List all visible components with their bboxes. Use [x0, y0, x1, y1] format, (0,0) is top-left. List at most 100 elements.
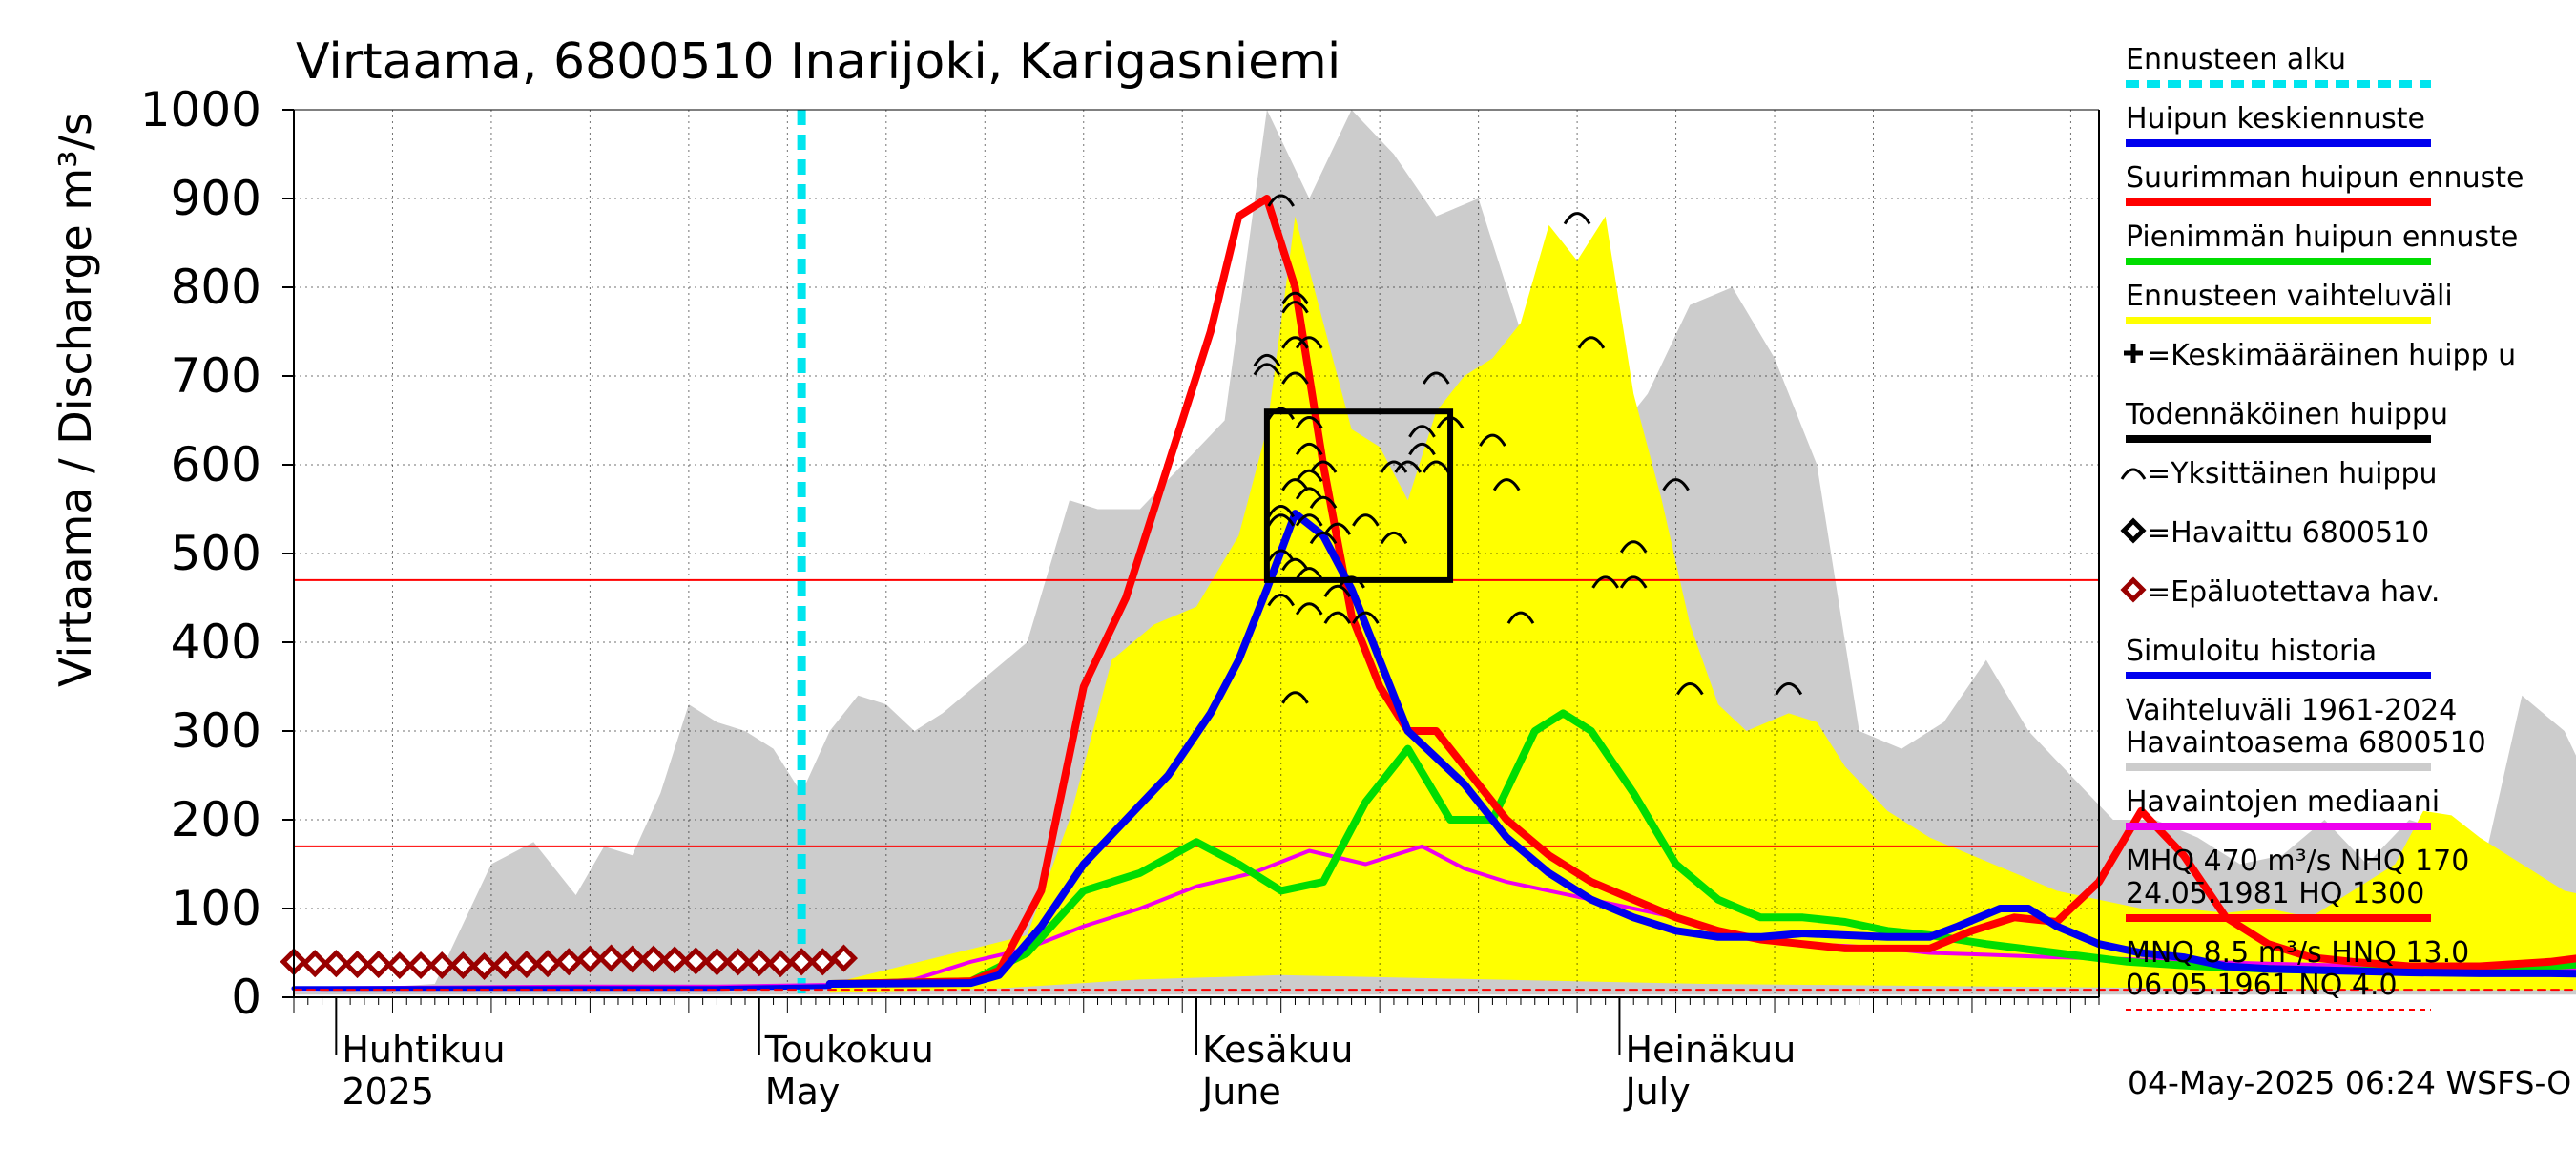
individual-peak-marker: [1676, 682, 1704, 696]
legend-label: MHQ 470 m³/s NHQ 170: [2126, 845, 2469, 878]
legend-label: =Keskimääräinen huipp u: [2147, 339, 2516, 372]
individual-peak-marker: [1281, 691, 1309, 704]
individual-peak-marker: [1323, 611, 1352, 624]
chart-title: Virtaama, 6800510 Inarijoki, Karigasniem…: [296, 33, 1340, 91]
x-month-label-en: 2025: [342, 1071, 434, 1113]
individual-peak-marker: [1281, 557, 1309, 572]
x-month-label-fi: Heinäkuu: [1625, 1029, 1796, 1071]
individual-peak-marker: [1436, 416, 1465, 429]
individual-peak-marker: [1479, 433, 1506, 447]
individual-peak-marker: [1267, 513, 1295, 527]
series-suurimman-huipun-ennuste: [825, 195, 2576, 988]
individual-peak-marker: [1619, 575, 1648, 589]
individual-peak-marker: [1408, 425, 1436, 438]
individual-peak-marker: [1563, 212, 1591, 225]
unreliable-observation-marker: [702, 948, 731, 976]
individual-peak-marker: [1422, 460, 1450, 473]
legend-item: Todennäköinen huippu: [2125, 398, 2448, 443]
legend-item: =Yksittäinen huippu: [2120, 457, 2438, 491]
legend-label: =Epäluotettava hav.: [2147, 575, 2440, 609]
unreliable-observation-marker: [491, 951, 520, 980]
legend-item: MNQ 8.5 m³/s HNQ 13.006.05.1961 NQ 4.0: [2126, 936, 2469, 1011]
individual-peak-marker: [1295, 442, 1323, 456]
individual-peak-marker: [1775, 682, 1803, 696]
y-tick-label: 0: [231, 970, 261, 1025]
x-month-label-fi: Huhtikuu: [342, 1029, 505, 1071]
y-tick-label: 400: [171, 615, 261, 670]
x-month-label-en: June: [1200, 1071, 1281, 1113]
y-tick-label: 800: [171, 260, 261, 315]
legend-item: Havaintojen mediaani: [2126, 785, 2440, 830]
legend-label: Suurimman huipun ennuste: [2126, 161, 2524, 195]
series-pienimm-n-huipun-ennuste: [825, 709, 2576, 988]
individual-peak-marker: [1309, 531, 1338, 545]
individual-peak-marker: [1281, 371, 1309, 385]
unreliable-observation-marker: [448, 951, 477, 980]
y-tick-label: 600: [171, 437, 261, 492]
unreliable-observation-marker: [829, 944, 859, 972]
individual-peak-marker: [1281, 478, 1309, 491]
unreliable-observation-marker: [554, 948, 583, 976]
unreliable-observation-marker: [470, 951, 499, 980]
y-tick-label: 100: [171, 881, 261, 936]
unreliable-observation-marker: [787, 948, 816, 976]
individual-peak-marker: [1267, 407, 1295, 420]
unreliable-observation-marker: [427, 951, 456, 980]
x-month-label-en: July: [1623, 1071, 1690, 1113]
individual-peak-marker: [1309, 495, 1338, 509]
individual-peak-marker: [1295, 487, 1323, 500]
unreliable-observation-marker: [597, 944, 626, 972]
individual-peak-marker: [1492, 478, 1521, 491]
legend-diamond-icon: [2120, 517, 2147, 544]
unreliable-observation-marker: [618, 945, 647, 973]
x-month-label-fi: Kesäkuu: [1202, 1029, 1354, 1071]
individual-peak-marker: [1281, 291, 1309, 305]
legend-item: Suurimman huipun ennuste: [2126, 161, 2524, 206]
individual-peak-marker: [1394, 460, 1423, 473]
legend-plus-icon: [2124, 344, 2143, 363]
legend-diamond-icon: [2120, 576, 2147, 603]
unreliable-observation-marker: [808, 948, 837, 976]
individual-peak-marker: [1309, 460, 1338, 473]
y-tick-label: 700: [171, 348, 261, 404]
unreliable-observation-marker: [512, 951, 541, 979]
y-tick-label: 900: [171, 171, 261, 226]
legend-label: Huipun keskiennuste: [2126, 102, 2425, 136]
individual-peak-marker: [1352, 513, 1380, 527]
individual-peak-marker: [1591, 575, 1619, 589]
legend-label: Simuloitu historia: [2126, 635, 2377, 668]
y-tick-label: 500: [171, 526, 261, 581]
legend-label: Havaintoasema 6800510: [2126, 726, 2486, 760]
unreliable-observation-marker: [385, 951, 414, 980]
individual-peak-marker: [1422, 371, 1450, 385]
plot-area: 0 100 200 300 400 500 600 700 800 900 1000 Huhtikuu…: [140, 82, 2576, 1113]
unreliable-observation-marker: [639, 945, 668, 973]
individual-peak-marker: [1323, 522, 1352, 535]
band-ennusteen-vaihteluv-li: [829, 216, 2576, 993]
legend-item: =Epäluotettava hav.: [2120, 575, 2440, 609]
unreliable-observation-marker: [745, 949, 774, 977]
legend-label: =Havaittu 6800510: [2147, 516, 2429, 550]
unreliable-observation-marker: [343, 951, 372, 979]
individual-peak-marker: [1506, 611, 1535, 624]
individual-peak-marker: [1662, 478, 1690, 491]
legend: Ennusteen alku Huipun keskiennuste Suurimm…: [2120, 43, 2524, 1011]
individual-peak-marker: [1281, 301, 1309, 314]
legend-label: 06.05.1961 NQ 4.0: [2126, 969, 2398, 1002]
legend-label: MNQ 8.5 m³/s HNQ 13.0: [2126, 936, 2469, 970]
unreliable-observation-marker: [322, 950, 350, 978]
individual-peak-marker: [1619, 540, 1648, 554]
unreliable-observation-marker: [724, 948, 753, 976]
legend-item: Huipun keskiennuste: [2126, 102, 2431, 147]
individual-peak-marker: [1295, 602, 1323, 616]
individual-peak-marker: [1267, 594, 1295, 607]
individual-peak-marker: [1323, 584, 1352, 597]
unreliable-observation-marker: [681, 947, 710, 975]
x-month-label-en: May: [765, 1071, 841, 1113]
footer-timestamp: 04-May-2025 06:24 WSFS-O: [2128, 1064, 2571, 1101]
individual-peak-marker: [1253, 353, 1281, 367]
unreliable-observation-marker: [364, 951, 393, 979]
